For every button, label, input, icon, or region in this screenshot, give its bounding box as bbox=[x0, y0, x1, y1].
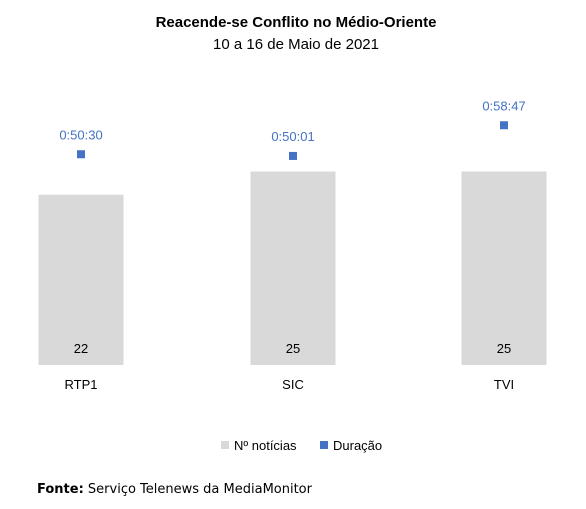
duration-label: 0:58:47 bbox=[482, 98, 525, 113]
duration-marker bbox=[289, 151, 297, 160]
source-label: Fonte: bbox=[37, 482, 84, 497]
chart-title: Reacende-se Conflito no Médio-Oriente bbox=[156, 14, 437, 31]
legend: Nº notícias Duração bbox=[221, 438, 382, 453]
source-note: Fonte: Serviço Telenews da MediaMonitor bbox=[37, 482, 312, 497]
x-tick-label: SIC bbox=[282, 377, 304, 392]
legend-label: Nº notícias bbox=[234, 438, 297, 453]
bar bbox=[250, 171, 336, 365]
x-tick-label: RTP1 bbox=[65, 377, 98, 392]
bar-value-label: 25 bbox=[497, 341, 511, 356]
legend-swatch bbox=[221, 441, 229, 449]
source-text: Serviço Telenews da MediaMonitor bbox=[87, 482, 312, 497]
bar-layer: 22 RTP1 25 SIC 25 TVI bbox=[38, 171, 547, 392]
bar bbox=[461, 171, 547, 365]
duration-label: 0:50:01 bbox=[271, 129, 314, 144]
chart-subtitle: 10 a 16 de Maio de 2021 bbox=[213, 36, 379, 53]
legend-label: Duração bbox=[333, 438, 382, 453]
bar-value-label: 22 bbox=[74, 341, 88, 356]
duration-label: 0:50:30 bbox=[59, 127, 102, 142]
legend-swatch bbox=[320, 441, 328, 449]
duration-marker bbox=[500, 121, 508, 130]
x-tick-label: TVI bbox=[494, 377, 514, 392]
bar-value-label: 25 bbox=[286, 341, 300, 356]
marker-layer: 0:50:30 0:50:01 0:58:47 bbox=[59, 98, 526, 160]
duration-marker bbox=[77, 150, 85, 159]
bar bbox=[38, 194, 124, 365]
